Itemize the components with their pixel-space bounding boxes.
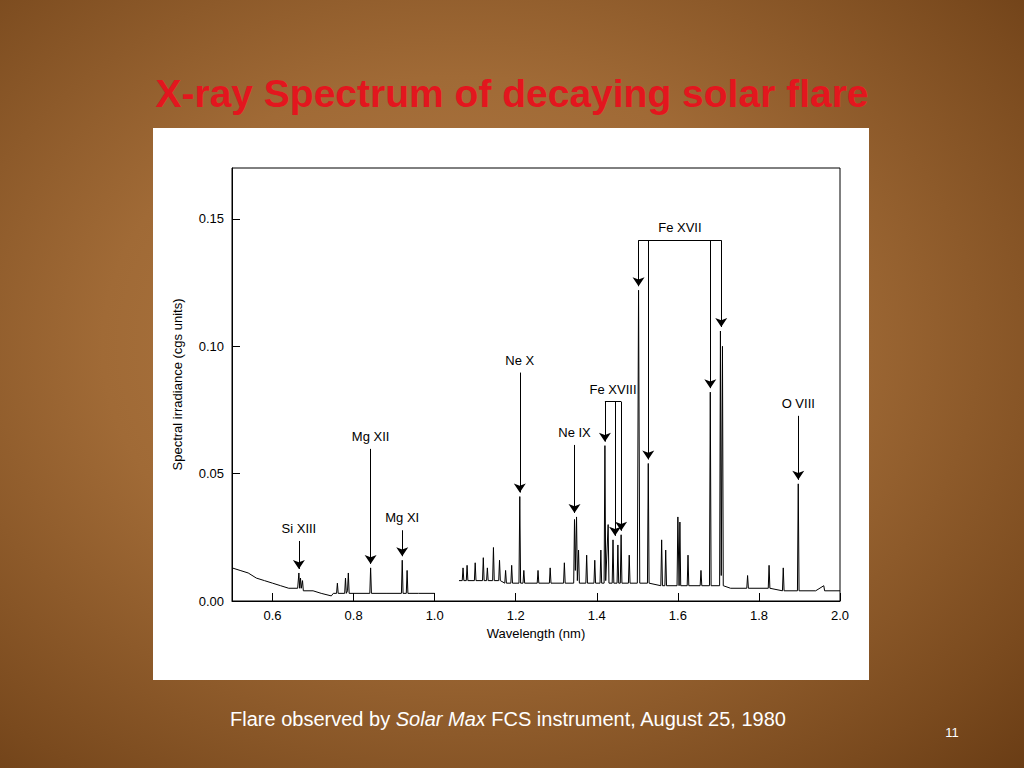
svg-text:Fe XVIII: Fe XVIII: [590, 382, 637, 397]
svg-text:2.0: 2.0: [831, 608, 849, 623]
svg-text:1.0: 1.0: [426, 608, 444, 623]
svg-text:Spectral irradiance (cgs units: Spectral irradiance (cgs units): [170, 299, 185, 471]
html-text:11: 11: [945, 725, 959, 740]
svg-text:Si XIII: Si XIII: [282, 521, 317, 536]
svg-text:Wavelength (nm): Wavelength (nm): [487, 626, 586, 641]
svg-text:Ne IX: Ne IX: [558, 425, 591, 440]
svg-text:0.10: 0.10: [199, 339, 224, 354]
svg-text:1.6: 1.6: [669, 608, 687, 623]
svg-text:1.8: 1.8: [750, 608, 768, 623]
svg-text:Mg XI: Mg XI: [385, 510, 419, 525]
svg-text:0.15: 0.15: [199, 211, 224, 226]
svg-text:0.8: 0.8: [345, 608, 363, 623]
svg-text:Mg XII: Mg XII: [352, 429, 390, 444]
svg-text:0.6: 0.6: [263, 608, 281, 623]
html-text:X-ray Spectrum of decaying sol: X-ray Spectrum of decaying solar flare: [155, 72, 869, 115]
svg-text:1.2: 1.2: [507, 608, 525, 623]
svg-text:0.05: 0.05: [199, 466, 224, 481]
svg-text:O VIII: O VIII: [782, 396, 815, 411]
html-text:Flare observed by Solar Max FC: Flare observed by Solar Max FCS instrume…: [230, 708, 786, 730]
svg-text:Fe XVII: Fe XVII: [658, 220, 701, 235]
svg-text:0.00: 0.00: [199, 594, 224, 609]
svg-text:Ne X: Ne X: [505, 353, 534, 368]
svg-text:1.4: 1.4: [588, 608, 606, 623]
